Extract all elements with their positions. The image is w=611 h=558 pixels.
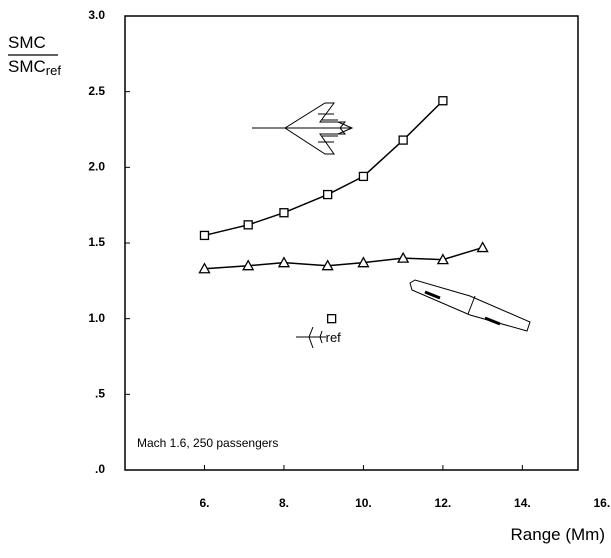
triangle-marker <box>321 259 334 271</box>
x-tick-label: 12. <box>435 496 452 510</box>
y-tick-label: 2.5 <box>88 84 105 98</box>
y-label-denominator-main: SMC <box>8 57 46 76</box>
triangle-marker <box>242 259 255 271</box>
y-tick-label: 3.0 <box>88 8 105 22</box>
triangle-marker <box>198 262 211 274</box>
square-marker <box>398 135 408 145</box>
triangle-marker <box>397 251 410 263</box>
y-tick-label: .0 <box>95 462 105 476</box>
series-line <box>204 246 483 270</box>
y-tick-label: .5 <box>95 387 105 401</box>
triangle-marker <box>436 253 449 265</box>
square-marker <box>279 208 289 218</box>
triangle-marker <box>476 241 489 253</box>
y-label-denominator: SMCref <box>8 57 61 78</box>
x-tick-label: 8. <box>279 496 289 510</box>
triangle-marker <box>357 256 370 268</box>
point-label: ref <box>326 330 342 345</box>
series-line <box>204 100 444 237</box>
y-tick-label: 1.0 <box>88 311 105 325</box>
oblique-wing-icon <box>409 279 531 332</box>
supersonic-icon <box>252 102 354 155</box>
x-tick-label: 16. <box>593 496 610 510</box>
y-tick-label: 1.5 <box>88 235 105 249</box>
x-label: Range (Mm) <box>511 525 605 544</box>
plot-frame <box>124 15 579 471</box>
y-tick-label: 2.0 <box>88 160 105 174</box>
square-marker <box>243 220 253 230</box>
x-tick-label: 14. <box>514 496 531 510</box>
triangle-marker <box>277 256 291 268</box>
y-label-numerator: SMC <box>8 33 46 52</box>
square-marker <box>199 230 210 241</box>
square-marker <box>358 171 369 182</box>
y-label-subscript: ref <box>46 63 62 78</box>
x-tick-label: 6. <box>199 496 209 510</box>
subsonic-icon <box>296 326 326 349</box>
x-tick-label: 10. <box>355 496 372 510</box>
square-marker <box>438 96 448 106</box>
annotation: Mach 1.6, 250 passengers <box>137 436 278 450</box>
square-marker <box>326 314 337 324</box>
square-marker <box>323 189 333 200</box>
